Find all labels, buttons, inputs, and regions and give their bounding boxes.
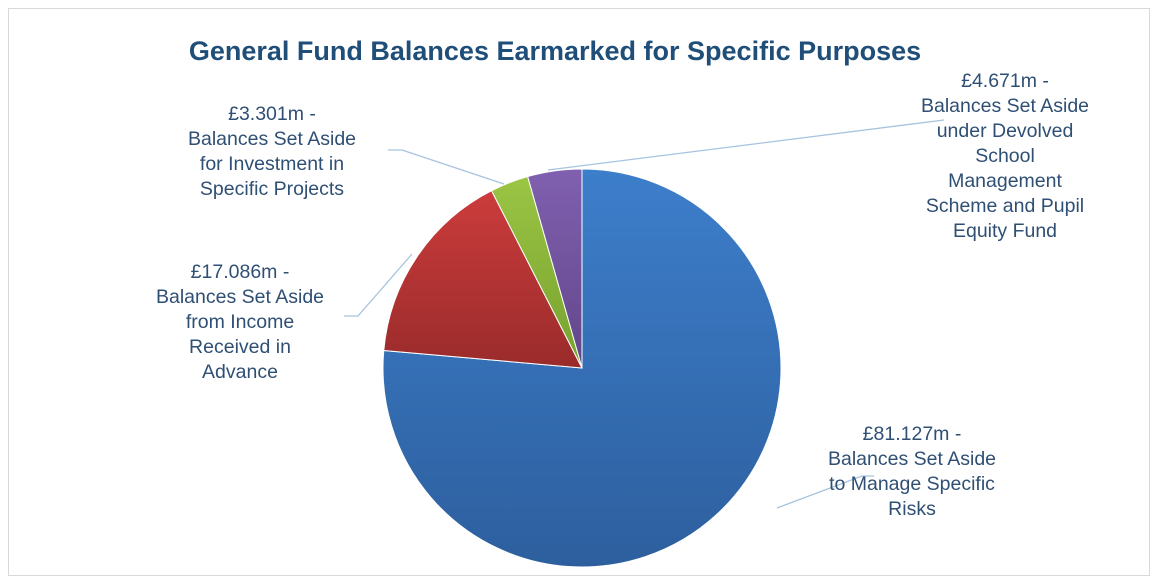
- data-label-2: £17.086m - Balances Set Aside from Income R…: [156, 261, 324, 383]
- data-label-line: Scheme and Pupil: [926, 195, 1084, 217]
- data-label-line: to Manage Specific: [829, 473, 995, 495]
- data-label-line: Equity Fund: [953, 220, 1057, 242]
- data-label-line: £81.127m -: [863, 423, 962, 445]
- data-label-line: Balances Set Aside: [156, 286, 324, 308]
- data-label-line: Balances Set Aside: [828, 448, 996, 470]
- leader-line-3: [388, 149, 505, 185]
- data-label-line: School: [975, 145, 1035, 167]
- data-label-line: Balances Set Aside: [921, 95, 1089, 117]
- slices-layer: [382, 168, 782, 568]
- data-label-line: under Devolved: [937, 120, 1074, 142]
- data-label-line: Advance: [202, 361, 278, 383]
- data-label-line: £4.671m -: [961, 70, 1049, 92]
- data-label-line: £3.301m -: [228, 103, 316, 125]
- data-label-line: Balances Set Aside: [188, 128, 356, 150]
- data-label-1: £81.127m - Balances Set Aside to Manage Sp…: [828, 423, 996, 520]
- data-label-line: Specific Projects: [200, 178, 344, 200]
- leader-line-2: [344, 253, 413, 317]
- data-label-3: £3.301m - Balances Set Aside for Investmen…: [188, 103, 356, 200]
- labels-layer: £81.127m - Balances Set Aside to Manage Sp…: [156, 70, 1089, 520]
- data-label-4: £4.671m - Balances Set Aside under Devolve…: [921, 70, 1089, 242]
- data-label-line: for Investment in: [200, 153, 344, 175]
- leaders-layer: [344, 119, 945, 509]
- data-label-line: from Income: [186, 311, 294, 333]
- chart-title: General Fund Balances Earmarked for Spec…: [188, 36, 922, 66]
- pie-slice-2: [383, 190, 583, 369]
- leader-line-4: [547, 119, 945, 171]
- pie-slice-4: [527, 168, 583, 369]
- data-label-line: Risks: [888, 498, 936, 520]
- data-label-line: £17.086m -: [191, 261, 290, 283]
- data-label-line: Received in: [189, 336, 291, 358]
- leader-line-1: [776, 475, 874, 509]
- data-label-line: Management: [948, 170, 1062, 192]
